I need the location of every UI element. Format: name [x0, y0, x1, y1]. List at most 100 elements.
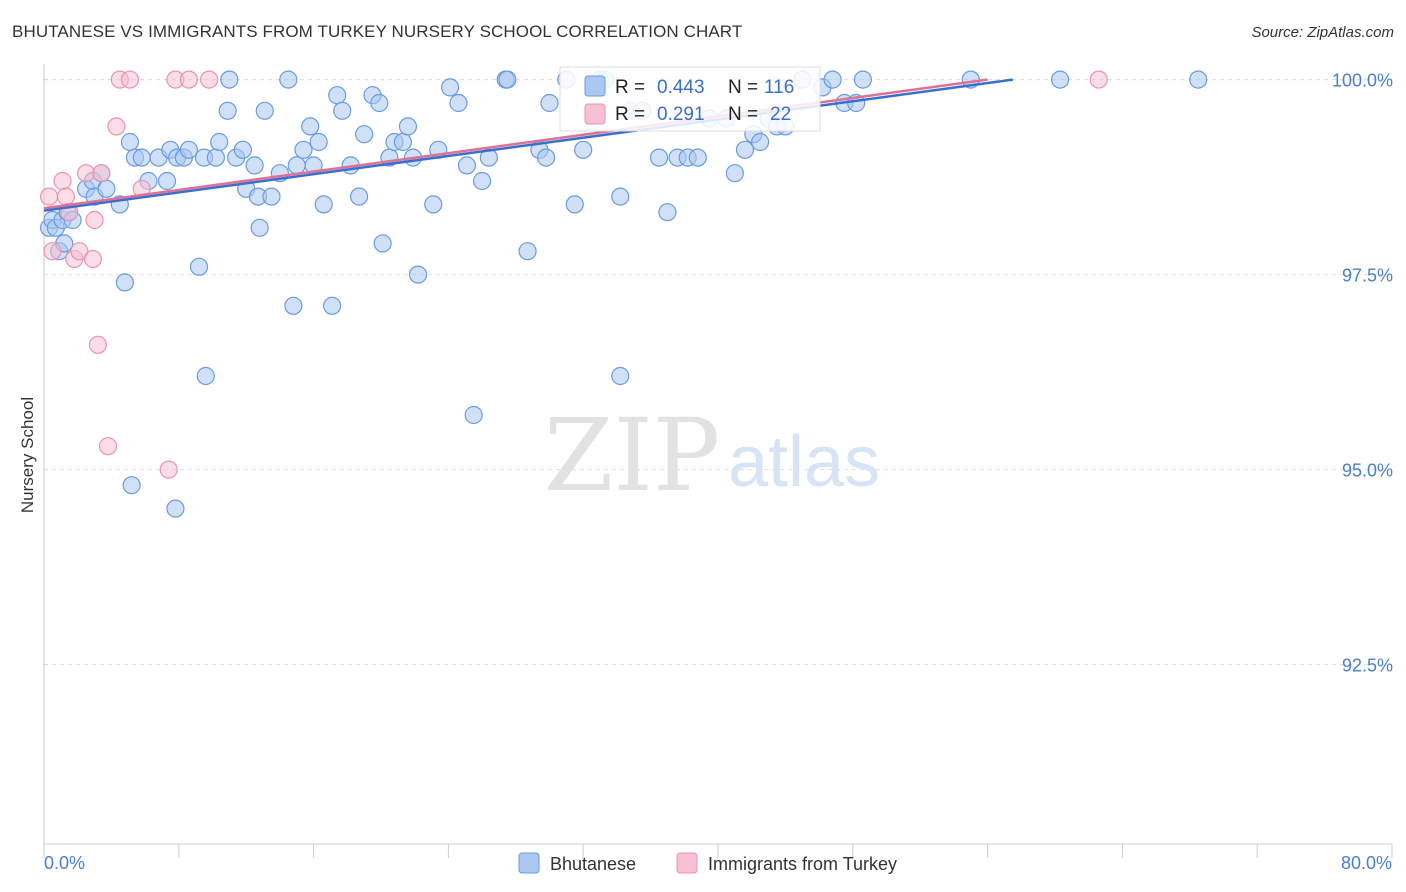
point-bhutanese-63 [408, 265, 428, 284]
y-tick-labels: 100.0% 97.5% 95.0% 92.5% [1332, 71, 1393, 676]
point-bhutanese-53 [349, 187, 369, 206]
legend-label-turkey: Immigrants from Turkey [708, 854, 897, 874]
point-bhutanese-70 [473, 171, 492, 191]
watermark-atlas: atlas [728, 422, 880, 502]
point-bhutanese-37 [250, 218, 269, 237]
point-turkey-2 [53, 171, 72, 191]
point-bhutanese-50 [328, 86, 347, 105]
point-bhutanese-69 [464, 405, 483, 425]
point-bhutanese-111 [611, 366, 630, 386]
point-turkey-20 [200, 70, 219, 89]
point-bhutanese-90 [688, 148, 707, 167]
point-turkey-17 [159, 460, 178, 479]
point-bhutanese-14 [115, 273, 134, 292]
point-bhutanese-51 [333, 101, 352, 120]
point-turkey-9 [85, 210, 104, 230]
point-turkey-8 [83, 249, 102, 269]
point-bhutanese-25 [189, 257, 209, 276]
point-bhutanese-79 [565, 195, 584, 214]
point-turkey-13 [107, 117, 126, 136]
point-bhutanese-57 [373, 234, 392, 253]
y-tick-label-1: 97.5% [1342, 266, 1393, 286]
point-bhutanese-48 [314, 195, 333, 214]
data-points [39, 70, 1208, 518]
point-bhutanese-44 [294, 140, 313, 159]
point-bhutanese-38 [255, 101, 274, 120]
point-bhutanese-68 [457, 156, 477, 175]
point-bhutanese-45 [301, 117, 320, 136]
point-bhutanese-41 [279, 70, 298, 89]
svg-text:R =: R = [615, 104, 645, 125]
point-bhutanese-29 [210, 132, 229, 152]
point-bhutanese-12 [97, 179, 116, 198]
trend-line-bhutanese [43, 78, 1014, 212]
legend-swatch-bhutanese [518, 852, 540, 874]
point-bhutanese-77 [540, 93, 559, 113]
point-bhutanese-87 [658, 203, 677, 222]
stats-r-bhutanese: 0.443 [657, 77, 705, 98]
point-bhutanese-61 [398, 117, 418, 136]
point-bhutanese-83 [611, 187, 630, 206]
stats-n-bhutanese: 116 [764, 77, 794, 98]
chart-title: BHUTANESE VS IMMIGRANTS FROM TURKEY NURS… [12, 22, 743, 41]
point-bhutanese-30 [218, 101, 237, 120]
point-bhutanese-102 [823, 70, 842, 89]
point-bhutanese-42 [284, 296, 303, 315]
stats-n-turkey: 22 [770, 104, 791, 125]
legend-label-bhutanese: Bhutanese [550, 854, 636, 874]
legend: Bhutanese Immigrants from Turkey [518, 852, 897, 874]
point-turkey-12 [98, 437, 118, 456]
point-turkey-10 [88, 335, 108, 354]
point-turkey-3 [56, 187, 76, 206]
point-bhutanese-107 [1050, 70, 1070, 89]
point-bhutanese-60 [393, 132, 413, 152]
point-bhutanese-20 [157, 171, 177, 191]
point-turkey-21 [1089, 70, 1108, 89]
svg-text:N =: N = [728, 104, 758, 125]
point-bhutanese-109 [122, 476, 141, 495]
point-turkey-19 [179, 70, 199, 89]
point-bhutanese-39 [262, 187, 281, 206]
stats-r-turkey: 0.291 [657, 104, 705, 125]
svg-text:N =: N = [728, 77, 758, 98]
point-bhutanese-33 [233, 140, 252, 159]
watermark-zip: ZIP [544, 397, 720, 514]
point-bhutanese-15 [120, 132, 140, 152]
stats-swatch-bhutanese [584, 75, 606, 97]
point-bhutanese-64 [424, 195, 443, 214]
point-turkey-0 [39, 187, 59, 206]
y-tick-label-2: 95.0% [1342, 461, 1393, 481]
x-tick-labels: 0.0% 80.0% [44, 853, 1392, 873]
watermark: ZIP atlas [544, 397, 880, 514]
point-bhutanese-74 [518, 242, 537, 261]
point-bhutanese-96 [751, 132, 770, 152]
point-bhutanese-56 [370, 93, 389, 113]
point-bhutanese-76 [537, 148, 556, 167]
point-bhutanese-110 [166, 499, 185, 518]
point-bhutanese-71 [479, 148, 498, 167]
point-bhutanese-47 [309, 132, 328, 152]
x-tick-label-max: 80.0% [1341, 853, 1392, 873]
stats-box: R = 0.443 N = 116 R = 0.291 N = 22 [559, 66, 821, 132]
point-bhutanese-80 [574, 140, 593, 159]
point-turkey-6 [70, 242, 89, 261]
point-bhutanese-49 [323, 296, 342, 315]
point-bhutanese-73 [498, 70, 517, 89]
point-bhutanese-17 [132, 148, 151, 167]
legend-swatch-turkey [676, 852, 698, 874]
point-bhutanese-86 [649, 148, 669, 167]
point-bhutanese-66 [440, 78, 460, 97]
point-turkey-11 [92, 164, 111, 183]
point-bhutanese-43 [287, 156, 306, 175]
svg-text:R =: R = [615, 77, 645, 98]
x-tick-label-min: 0.0% [44, 853, 85, 873]
point-bhutanese-54 [355, 125, 374, 144]
point-bhutanese-93 [725, 164, 744, 183]
point-bhutanese-105 [853, 70, 873, 89]
trend-line-turkey [43, 78, 988, 210]
point-bhutanese-28 [206, 148, 225, 167]
point-bhutanese-35 [245, 156, 264, 175]
point-bhutanese-94 [735, 140, 755, 159]
source-credit: Source: ZipAtlas.com [1251, 24, 1394, 41]
